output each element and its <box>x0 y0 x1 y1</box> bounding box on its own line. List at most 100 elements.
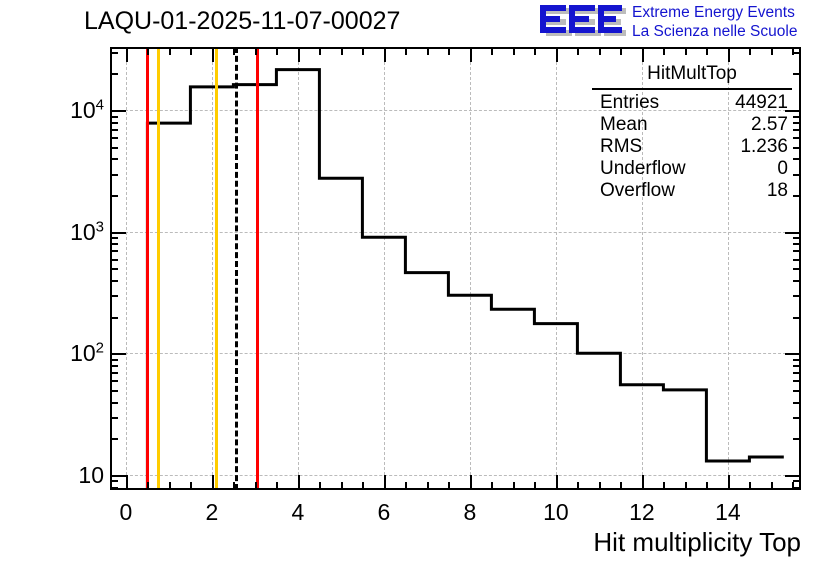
stats-row: Entries 44921 <box>592 92 792 114</box>
x-axis-tick <box>211 475 214 490</box>
x-axis-tick <box>792 482 795 490</box>
y-axis-tick <box>110 237 118 240</box>
x-axis-tick <box>297 47 300 62</box>
y-axis-tick <box>793 280 801 283</box>
y-axis-tick <box>110 480 118 483</box>
x-axis-tick <box>469 47 472 62</box>
x-axis-tick <box>555 475 558 490</box>
x-axis-tick <box>233 47 236 55</box>
y-axis-tick <box>785 474 801 477</box>
y-axis-tick <box>110 258 118 261</box>
x-axis-tick <box>512 47 515 55</box>
x-axis-tick <box>319 47 322 55</box>
y-axis-tick <box>793 173 801 176</box>
x-axis-tick <box>663 482 666 490</box>
y-axis-tick <box>110 316 118 319</box>
y-axis-tick <box>110 128 118 131</box>
eee-logo: Extreme Energy Events La Scienza nelle S… <box>538 2 834 46</box>
grid-line-horizontal <box>110 474 801 476</box>
x-axis-tick <box>340 482 343 490</box>
black-dashed <box>234 47 238 490</box>
y-axis-tick <box>793 115 801 118</box>
x-axis-tick <box>749 47 752 55</box>
logo-line-1: Extreme Energy Events <box>632 4 795 21</box>
x-axis-tick <box>598 47 601 55</box>
y-axis-tick <box>785 110 801 113</box>
x-axis-top <box>110 47 801 49</box>
x-axis-tick <box>254 47 257 55</box>
y-axis-tick <box>110 438 118 441</box>
red-line-low <box>146 47 150 490</box>
y-axis-tick <box>110 401 118 404</box>
y-axis-tick <box>110 486 118 489</box>
y-axis-tick <box>793 137 801 140</box>
y-axis-tick <box>793 250 801 253</box>
y-axis-tick <box>793 243 801 246</box>
y-axis-tick <box>110 115 118 118</box>
x-axis-tick <box>362 482 365 490</box>
page-title: LAQU-01-2025-11-07-00027 <box>84 7 401 35</box>
stats-key: Mean <box>600 114 648 135</box>
x-axis-tick <box>727 475 730 490</box>
stats-key: Underflow <box>600 158 686 179</box>
x-axis-tick <box>555 47 558 62</box>
x-axis-tick <box>491 482 494 490</box>
x-axis-tick <box>319 482 322 490</box>
stats-value: 44921 <box>735 92 788 113</box>
stats-value: 2.57 <box>751 114 788 135</box>
x-axis-tick <box>684 47 687 55</box>
x-tick-label: 4 <box>291 499 305 525</box>
x-axis-tick <box>190 482 193 490</box>
y-axis-tick <box>110 295 118 298</box>
grid-line-vertical <box>641 47 643 490</box>
x-axis-tick <box>469 475 472 490</box>
stats-divider <box>592 88 792 90</box>
stats-row: RMS 1.236 <box>592 136 792 158</box>
x-axis-tick <box>362 47 365 55</box>
x-axis-tick <box>512 482 515 490</box>
x-axis-tick <box>276 47 279 55</box>
x-axis-tick <box>684 482 687 490</box>
x-axis-tick <box>577 47 580 55</box>
x-axis-tick <box>125 475 128 490</box>
x-axis-tick <box>598 482 601 490</box>
y-axis-tick <box>110 358 118 361</box>
y-axis-tick <box>793 401 801 404</box>
y-axis-tick <box>793 365 801 367</box>
x-axis-tick <box>405 482 408 490</box>
y-axis-tick <box>793 480 801 483</box>
y-axis-tick <box>793 416 801 419</box>
x-tick-label: 10 <box>543 499 569 525</box>
y-axis-tick <box>793 146 801 149</box>
y-axis-tick <box>110 110 126 113</box>
x-axis-bottom <box>110 488 801 490</box>
y-axis-tick <box>110 280 118 283</box>
y-axis-tick <box>793 73 801 76</box>
x-axis-tick <box>641 47 644 62</box>
y-axis-tick <box>110 365 118 367</box>
y-axis-tick <box>110 474 126 477</box>
x-tick-label: 14 <box>715 499 741 525</box>
x-axis-tick <box>426 47 429 55</box>
y-axis-tick <box>793 52 801 55</box>
x-axis-tick <box>770 47 773 55</box>
x-axis-tick <box>276 482 279 490</box>
y-axis-tick <box>110 52 118 55</box>
y-axis-tick <box>110 137 118 140</box>
y-axis-tick <box>110 353 126 356</box>
y-axis-tick <box>110 389 118 392</box>
y-axis-tick <box>793 128 801 131</box>
x-axis-tick <box>426 482 429 490</box>
x-tick-label: 12 <box>629 499 655 525</box>
y-axis-tick <box>110 73 118 76</box>
stats-box: HitMultTop Entries 44921 Mean 2.57 RMS 1.236 U… <box>592 62 792 202</box>
stats-title: HitMultTop <box>647 63 737 84</box>
x-axis-tick <box>168 47 171 55</box>
grid-line-vertical <box>727 47 729 490</box>
x-axis-title: Hit multiplicity Top <box>593 527 801 557</box>
grid-line-horizontal <box>110 231 801 233</box>
red-line-high <box>256 47 260 490</box>
y-axis-tick <box>110 158 118 161</box>
stats-key: RMS <box>600 136 643 157</box>
